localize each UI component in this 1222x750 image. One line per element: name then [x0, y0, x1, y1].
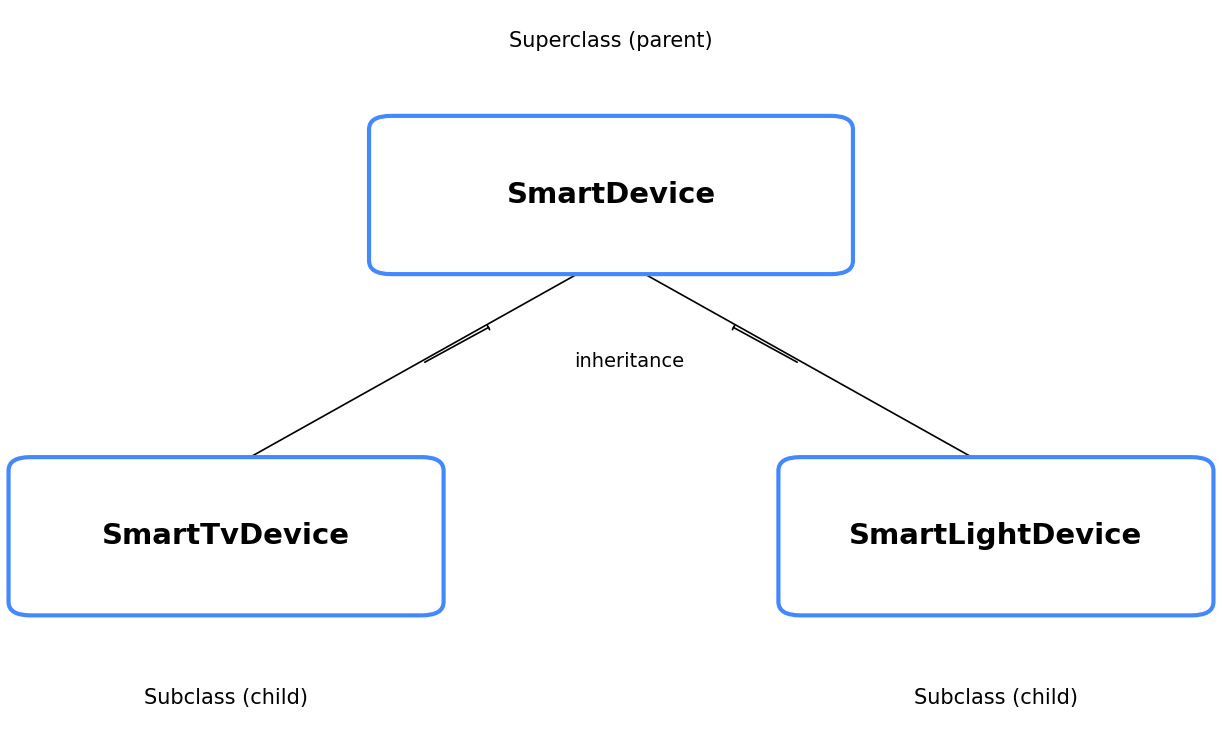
FancyBboxPatch shape	[778, 458, 1213, 615]
Text: SmartLightDevice: SmartLightDevice	[849, 522, 1143, 550]
Text: Superclass (parent): Superclass (parent)	[510, 31, 712, 51]
Text: SmartTvDevice: SmartTvDevice	[103, 522, 349, 550]
FancyBboxPatch shape	[9, 458, 444, 615]
Text: inheritance: inheritance	[574, 352, 684, 371]
FancyBboxPatch shape	[369, 116, 853, 274]
Text: Subclass (child): Subclass (child)	[144, 688, 308, 708]
Text: Subclass (child): Subclass (child)	[914, 688, 1078, 708]
Text: SmartDevice: SmartDevice	[506, 181, 716, 209]
